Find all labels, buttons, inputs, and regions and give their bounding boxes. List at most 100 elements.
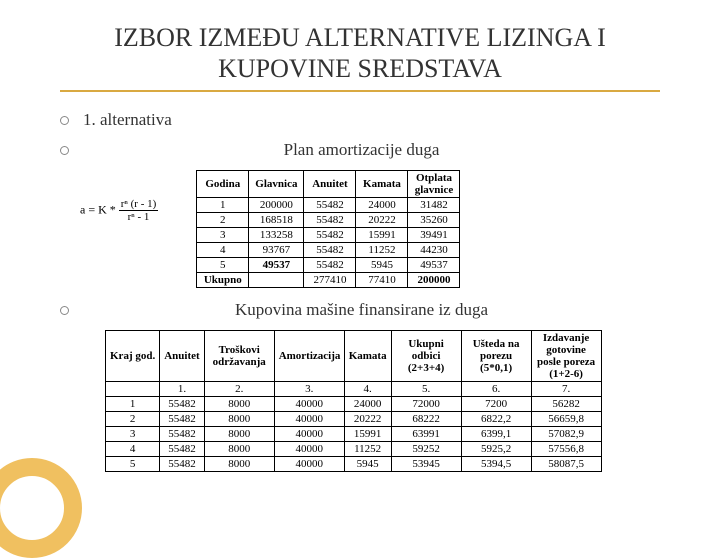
table-cell: 1: [106, 397, 160, 412]
table-row: 3133258554821599139491: [197, 228, 460, 243]
table-cell: 11252: [344, 442, 391, 457]
table-cell: 55482: [160, 412, 204, 427]
table-cell: 133258: [249, 228, 304, 243]
table-row: 1554828000400002400072000720056282: [106, 397, 602, 412]
table-subheader: [106, 382, 160, 397]
table-cell: 63991: [391, 427, 461, 442]
table-cell: 93767: [249, 243, 304, 258]
table-cell: 8000: [204, 457, 274, 472]
table-cell: 49537: [249, 258, 304, 273]
table-cell: 20222: [356, 213, 408, 228]
table-cell: 55482: [304, 228, 356, 243]
table-header: Troškovi održavanja: [204, 331, 274, 382]
bullet-icon: [60, 146, 69, 155]
table-row: 5554828000400005945539455394,558087,5: [106, 457, 602, 472]
table-subheader: 6.: [461, 382, 531, 397]
table-cell: 15991: [356, 228, 408, 243]
table-cell: 49537: [408, 258, 460, 273]
table-subheader: 5.: [391, 382, 461, 397]
table-header: Anuitet: [160, 331, 204, 382]
formula-denominator: rⁿ - 1: [119, 211, 159, 223]
decorative-circle: [0, 458, 82, 558]
table-cell: 8000: [204, 397, 274, 412]
table-header: Otplataglavnice: [408, 171, 460, 198]
formula-prefix: a = K *: [80, 203, 116, 217]
table-cell: 24000: [344, 397, 391, 412]
table-cell: 40000: [274, 412, 344, 427]
bullet-icon: [60, 116, 69, 125]
table-cell: 57082,9: [531, 427, 601, 442]
table-subheader: 7.: [531, 382, 601, 397]
table-cell: 55482: [160, 457, 204, 472]
table-cell: 56659,8: [531, 412, 601, 427]
table-cell: 277410: [304, 273, 356, 288]
table-header: Kamata: [356, 171, 408, 198]
table-header: Godina: [197, 171, 249, 198]
table-row: Ukupno 27741077410200000: [197, 273, 460, 288]
table-cell: [249, 273, 304, 288]
table-cell: 8000: [204, 427, 274, 442]
table-cell: 5945: [344, 457, 391, 472]
bullet-2-text: Plan amortizacije duga: [83, 140, 720, 160]
table-cell: 31482: [408, 198, 460, 213]
table-cell: 39491: [408, 228, 460, 243]
table-cell: 58087,5: [531, 457, 601, 472]
table-cell: 77410: [356, 273, 408, 288]
table-cell: 15991: [344, 427, 391, 442]
bullet-1-text: 1. alternativa: [83, 110, 172, 130]
table-cell: 5945: [356, 258, 408, 273]
table-header: Ukupni odbici (2+3+4): [391, 331, 461, 382]
table-row: 54953755482594549537: [197, 258, 460, 273]
table-subheader: 1.: [160, 382, 204, 397]
table-cell: 57556,8: [531, 442, 601, 457]
table-cell: 200000: [408, 273, 460, 288]
table-cell: 4: [106, 442, 160, 457]
table-header: Anuitet: [304, 171, 356, 198]
table-cell: 55482: [304, 258, 356, 273]
table-subheader: 4.: [344, 382, 391, 397]
formula-numerator: rⁿ (r - 1): [119, 198, 159, 211]
bullet-row-3: Kupovina mašine finansirane iz duga: [0, 300, 720, 320]
table-cell: 35260: [408, 213, 460, 228]
table-cell: 1: [197, 198, 249, 213]
table-cell: 40000: [274, 427, 344, 442]
title-underline: [60, 90, 660, 92]
bullet-3-text: Kupovina mašine finansirane iz duga: [83, 300, 720, 320]
table-subheader: 2.: [204, 382, 274, 397]
table-row: 493767554821125244230: [197, 243, 460, 258]
table-cell: 168518: [249, 213, 304, 228]
bullet-icon: [60, 306, 69, 315]
table-cell: 55482: [160, 442, 204, 457]
table-cell: 8000: [204, 442, 274, 457]
table-cell: 5925,2: [461, 442, 531, 457]
table-cell: 5: [197, 258, 249, 273]
table-cell: 8000: [204, 412, 274, 427]
table-cell: 55482: [304, 213, 356, 228]
table-cell: 5394,5: [461, 457, 531, 472]
table-cell: 53945: [391, 457, 461, 472]
table-cell: 59252: [391, 442, 461, 457]
table-cell: 200000: [249, 198, 304, 213]
table-cell: 2: [197, 213, 249, 228]
table-header: Kraj god.: [106, 331, 160, 382]
table-cell: 55482: [160, 427, 204, 442]
table-cell: 40000: [274, 442, 344, 457]
bullet-row-1: 1. alternativa: [0, 110, 720, 130]
table-cell: 40000: [274, 457, 344, 472]
table-cell: 5: [106, 457, 160, 472]
table-cell: 24000: [356, 198, 408, 213]
table-header: Glavnica: [249, 171, 304, 198]
table-cell: 2: [106, 412, 160, 427]
table-row: 35548280004000015991639916399,157082,9: [106, 427, 602, 442]
table-cell: 3: [197, 228, 249, 243]
page-title: IZBOR IZMEĐU ALTERNATIVE LIZINGA I KUPOV…: [0, 0, 720, 88]
financing-table: Kraj god.AnuitetTroškovi održavanjaAmort…: [105, 330, 602, 472]
table-cell: 68222: [391, 412, 461, 427]
table-cell: 3: [106, 427, 160, 442]
table-cell: 55482: [304, 198, 356, 213]
table-cell: 6822,2: [461, 412, 531, 427]
table-header: Kamata: [344, 331, 391, 382]
table-row: 45548280004000011252592525925,257556,8: [106, 442, 602, 457]
table-cell: Ukupno: [197, 273, 249, 288]
amortization-table: GodinaGlavnicaAnuitetKamataOtplataglavni…: [196, 170, 460, 288]
